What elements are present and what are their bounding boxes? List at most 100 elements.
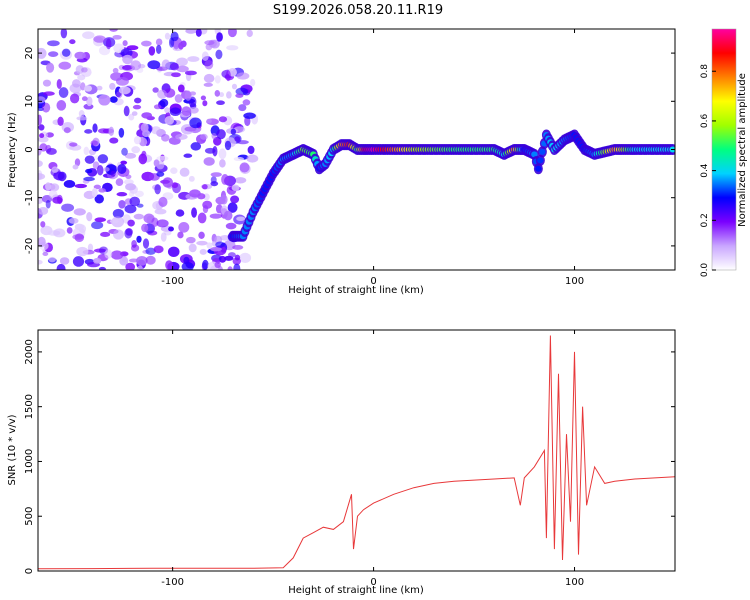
noise-cell bbox=[189, 189, 201, 198]
noise-cell bbox=[184, 90, 192, 101]
noise-cell bbox=[86, 96, 93, 107]
noise-cell bbox=[93, 35, 107, 43]
colorbar-frame bbox=[711, 28, 737, 271]
noise-cell bbox=[233, 263, 241, 270]
noise-cell bbox=[216, 32, 223, 42]
spectrogram-y-tick-label: 10 bbox=[24, 95, 35, 108]
noise-cell bbox=[159, 98, 169, 108]
noise-cell bbox=[147, 60, 161, 70]
noise-cell bbox=[238, 104, 247, 112]
noise-cell bbox=[134, 97, 142, 104]
noise-cell bbox=[224, 140, 232, 151]
noise-cell bbox=[77, 74, 86, 81]
spectrogram-x-label: Height of straight line (km) bbox=[288, 285, 424, 296]
noise-cell bbox=[120, 160, 128, 165]
noise-cell bbox=[188, 175, 195, 182]
noise-cell bbox=[242, 99, 251, 106]
noise-cell bbox=[42, 251, 49, 257]
noise-cell bbox=[122, 54, 133, 65]
noise-cell bbox=[235, 93, 244, 98]
noise-cell bbox=[128, 113, 135, 121]
noise-cell bbox=[68, 217, 79, 224]
noise-cell bbox=[131, 111, 138, 116]
noise-cell bbox=[127, 219, 135, 227]
noise-cell bbox=[198, 231, 205, 239]
noise-cell bbox=[94, 194, 104, 204]
noise-cell bbox=[169, 62, 180, 71]
noise-cell bbox=[179, 167, 190, 177]
noise-cell bbox=[87, 243, 94, 252]
noise-cell bbox=[154, 184, 161, 195]
noise-cell bbox=[153, 159, 160, 167]
noise-cell bbox=[236, 72, 250, 80]
snr-y-tick-label: 2000 bbox=[24, 339, 35, 364]
noise-cell bbox=[186, 236, 196, 244]
noise-cell bbox=[204, 59, 214, 70]
noise-cell bbox=[109, 96, 118, 103]
noise-cell bbox=[48, 189, 58, 199]
noise-cell bbox=[56, 78, 62, 89]
noise-cell bbox=[38, 173, 46, 180]
noise-cell bbox=[153, 245, 164, 254]
noise-cell bbox=[57, 171, 67, 182]
noise-cell bbox=[227, 29, 237, 38]
noise-cell bbox=[232, 245, 244, 250]
figure-title: S199.2026.058.20.11.R19 bbox=[273, 3, 443, 18]
noise-cell bbox=[119, 256, 129, 266]
spectrogram-y-label: Frequency (Hz) bbox=[7, 112, 18, 188]
noise-cell bbox=[118, 86, 131, 95]
noise-cell bbox=[218, 148, 227, 160]
noise-cell bbox=[100, 231, 111, 238]
spectrogram-x-tick-label: 100 bbox=[565, 276, 584, 287]
snr-y-axis: 0 500 1000 1500 2000 bbox=[24, 339, 675, 574]
snr-x-tick-label: -100 bbox=[161, 577, 184, 588]
spectrogram-y-tick-label: 0 bbox=[24, 146, 35, 152]
noise-cell bbox=[223, 210, 233, 221]
noise-cell bbox=[239, 252, 252, 264]
noise-cell bbox=[210, 246, 222, 252]
noise-cell bbox=[145, 247, 156, 255]
noise-cell bbox=[165, 260, 173, 270]
noise-cell bbox=[133, 136, 142, 145]
noise-cell bbox=[49, 183, 60, 192]
noise-cell bbox=[178, 42, 184, 50]
noise-cell bbox=[169, 107, 182, 117]
noise-cell bbox=[98, 188, 106, 193]
noise-cell bbox=[133, 213, 144, 220]
noise-cell bbox=[38, 124, 45, 131]
snr-y-tick-label: 500 bbox=[24, 507, 35, 526]
noise-cell bbox=[38, 236, 46, 248]
noise-cell bbox=[247, 145, 255, 155]
noise-cell bbox=[75, 65, 84, 74]
colorbar: 0.0 0.2 0.4 0.6 0.8 Normalized spectral ampl… bbox=[700, 28, 748, 277]
noise-cell bbox=[230, 195, 240, 204]
noise-cell bbox=[176, 65, 189, 73]
snr-frame bbox=[37, 329, 676, 572]
noise-cell bbox=[231, 184, 240, 192]
noise-cell bbox=[109, 82, 116, 90]
noise-cell bbox=[104, 249, 113, 259]
noise-cell bbox=[109, 29, 118, 32]
noise-cell bbox=[141, 40, 152, 47]
noise-cell bbox=[83, 176, 95, 182]
snr-x-label: Height of straight line (km) bbox=[288, 585, 424, 596]
noise-cell bbox=[51, 166, 59, 173]
noise-cell bbox=[200, 133, 208, 140]
noise-cell bbox=[215, 241, 225, 248]
noise-cell bbox=[136, 235, 142, 243]
noise-cell bbox=[74, 233, 85, 243]
noise-cell bbox=[230, 128, 237, 135]
noise-cell bbox=[73, 208, 86, 216]
noise-cell bbox=[181, 261, 194, 270]
ridge-cell bbox=[535, 165, 542, 172]
noise-cell bbox=[63, 180, 76, 188]
noise-cell bbox=[84, 129, 93, 134]
noise-cell bbox=[82, 31, 95, 39]
noise-cell bbox=[226, 45, 239, 51]
noise-cell bbox=[76, 116, 88, 121]
noise-cell bbox=[178, 221, 190, 233]
noise-cell bbox=[233, 126, 246, 133]
ridge-cell bbox=[537, 157, 544, 164]
noise-cell bbox=[66, 227, 73, 234]
